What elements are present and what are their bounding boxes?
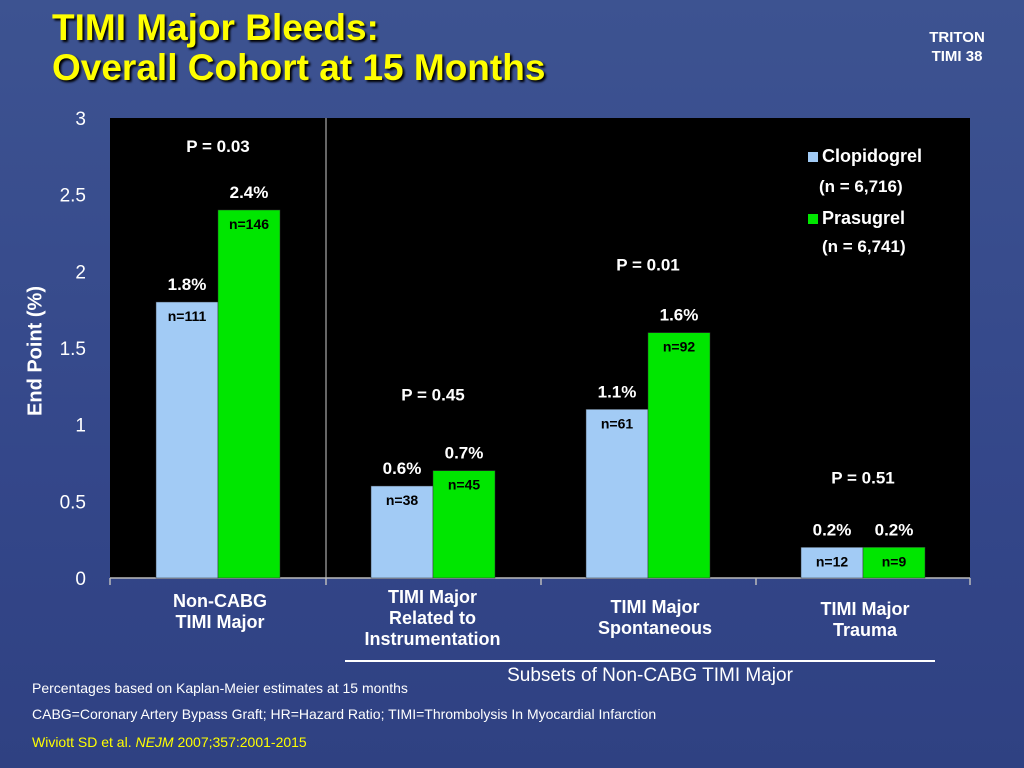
p-value-label: P = 0.45: [401, 386, 465, 405]
value-label: 0.2%: [813, 520, 852, 539]
footnote-abbreviations: CABG=Coronary Artery Bypass Graft; HR=Ha…: [32, 706, 657, 722]
y-tick-label: 1: [75, 416, 86, 437]
citation-details: 2007;357:2001-2015: [173, 734, 307, 750]
legend-label-prasugrel: Prasugrel: [822, 208, 905, 228]
bar-prasugrel: [432, 470, 496, 579]
badge-line-2: TIMI 38: [931, 48, 983, 65]
legend-n-prasugrel: (n = 6,741): [822, 237, 906, 256]
subset-divider: [345, 660, 935, 662]
y-tick-label: 2.5: [60, 186, 86, 207]
legend-swatch-prasugrel: [808, 214, 818, 224]
value-label: 1.8%: [168, 275, 207, 294]
bar-prasugrel: [862, 547, 926, 579]
p-value-label: P = 0.01: [616, 256, 680, 275]
y-tick-label: 1.5: [60, 339, 86, 360]
count-label: n=38: [386, 492, 419, 508]
citation-journal: NEJM: [135, 734, 174, 750]
bar-prasugrel: [217, 209, 281, 579]
legend-label-clopidogrel: Clopidogrel: [822, 146, 922, 166]
bar-prasugrel: [647, 332, 711, 579]
value-label: 0.6%: [383, 459, 422, 478]
bar-clopidogrel: [585, 409, 649, 579]
p-value-label: P = 0.51: [831, 468, 895, 487]
count-label: n=61: [601, 415, 634, 431]
count-label: n=12: [816, 553, 849, 569]
count-label: n=9: [882, 553, 907, 569]
count-label: n=92: [663, 339, 696, 355]
citation: Wiviott SD et al. NEJM 2007;357:2001-201…: [32, 734, 307, 750]
bar-clopidogrel: [800, 547, 864, 579]
badge-line-1: TRITON: [929, 29, 985, 46]
y-tick-label: 0.5: [60, 492, 86, 513]
value-label: 2.4%: [230, 183, 269, 202]
value-label: 0.2%: [875, 520, 914, 539]
value-label: 1.6%: [660, 306, 699, 325]
count-label: n=45: [448, 477, 481, 493]
legend-swatch-clopidogrel: [808, 152, 818, 162]
title-line-1: TIMI Major Bleeds:: [52, 7, 379, 48]
bar-clopidogrel: [155, 301, 219, 579]
value-label: 1.1%: [598, 382, 637, 401]
legend-n-clopidogrel: (n = 6,716): [819, 177, 903, 196]
y-tick-label: 3: [75, 109, 86, 130]
p-value-label: P = 0.03: [186, 137, 250, 156]
subset-label: Subsets of Non-CABG TIMI Major: [507, 665, 793, 686]
category-label-spontaneous: TIMI Major Spontaneous: [597, 597, 712, 638]
category-label-instrumentation: TIMI Major Related to Instrumentation: [364, 587, 501, 649]
title-line-2: Overall Cohort at 15 Months: [52, 47, 546, 88]
slide-title: TIMI Major Bleeds: Overall Cohort at 15 …: [52, 8, 545, 88]
count-label: n=111: [168, 308, 207, 324]
y-tick-label: 2: [75, 262, 86, 283]
citation-authors: Wiviott SD et al.: [32, 734, 136, 750]
y-tick-label: 0: [75, 569, 86, 590]
category-label-trauma: TIMI Major Trauma: [820, 599, 910, 640]
trial-badge: TRITON TIMI 38: [912, 28, 1002, 66]
count-label: n=146: [229, 216, 269, 232]
value-label: 0.7%: [445, 444, 484, 463]
footnote-km: Percentages based on Kaplan-Meier estima…: [32, 680, 408, 696]
category-label-non-cabg: Non-CABG TIMI Major: [173, 591, 267, 632]
